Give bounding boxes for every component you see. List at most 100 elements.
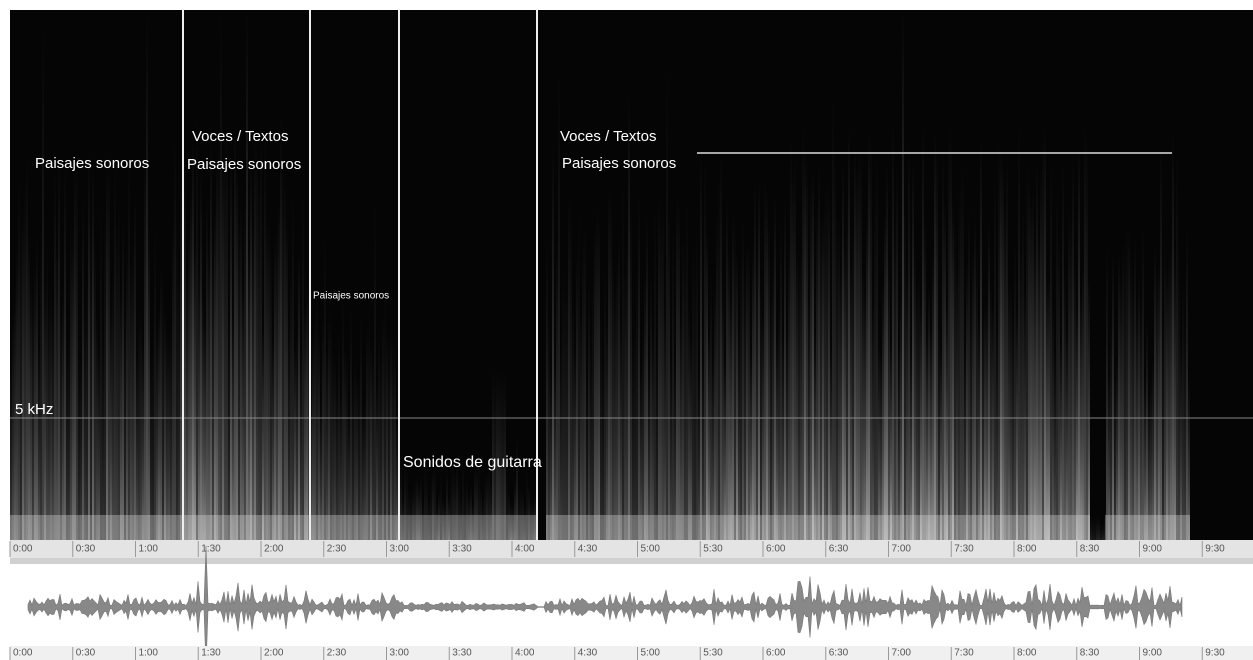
spectrum-streak: [1008, 283, 1010, 540]
spectrum-streak: [1132, 280, 1134, 540]
spectrum-streak: [284, 175, 286, 540]
spectrum-streak: [330, 308, 332, 540]
spectrum-streak: [948, 124, 950, 540]
spectrum-streak: [200, 172, 202, 540]
spectrum-streak: [1070, 212, 1072, 540]
time-tick-label: 9:30: [1205, 544, 1225, 555]
time-tick-label: 5:00: [641, 648, 661, 659]
spectrum-streak: [226, 122, 228, 540]
annotation: Paisajes sonoros: [187, 156, 301, 173]
spectrum-streak: [246, 10, 248, 540]
spectrum-streak: [292, 195, 294, 540]
spectrum-streak: [816, 210, 818, 540]
time-tick-label: 4:30: [578, 648, 598, 659]
spectrum-streak: [228, 319, 230, 540]
spectrum-streak: [578, 209, 580, 540]
spectrum-streak: [744, 274, 746, 540]
spectrum-streak: [808, 292, 810, 540]
spectrum-streak: [1098, 516, 1100, 540]
time-tick-label: 2:00: [264, 648, 284, 659]
spectrum-streak: [16, 241, 18, 540]
spectrum-streak: [1028, 173, 1030, 540]
spectrum-streak: [252, 228, 254, 540]
spectrum-streak: [1170, 245, 1172, 540]
spectrum-streak: [1186, 226, 1188, 540]
spectrum-streak: [850, 262, 852, 540]
time-tick-label: 8:30: [1080, 648, 1100, 659]
annotation: Voces / Textos: [192, 128, 288, 145]
spectrum-streak: [56, 246, 58, 540]
spectrum-streak: [1066, 330, 1068, 540]
spectrum-streak: [334, 353, 336, 540]
spectrum-streak: [854, 145, 856, 540]
spectrum-streak: [918, 271, 920, 540]
time-tick-label: 9:30: [1205, 648, 1225, 659]
spectrum-streak: [642, 328, 644, 540]
spectrum-streak: [750, 351, 752, 540]
spectrum-streak: [970, 294, 972, 540]
spectrum-streak: [222, 152, 224, 540]
spectrum-streak: [176, 204, 178, 540]
spectrum-streak: [780, 219, 782, 540]
spectrum-streak: [102, 336, 104, 540]
spectrum-streak: [862, 269, 864, 540]
spectrum-streak: [848, 128, 850, 540]
spectrum-streak: [390, 330, 392, 540]
spectrum-streak: [1168, 255, 1170, 540]
spectrum-streak: [708, 330, 710, 540]
spectrum-streak: [1004, 203, 1006, 540]
spectrum-streak: [1058, 230, 1060, 540]
spectrum-streak: [1010, 284, 1012, 540]
spectrum-streak: [878, 342, 880, 540]
time-tick-label: 2:30: [327, 648, 347, 659]
spectrum-streak: [146, 12, 148, 540]
spectrum-streak: [244, 198, 246, 540]
spectrum-streak: [670, 356, 672, 540]
spectrum-streak: [78, 358, 80, 540]
low-band: [10, 515, 183, 540]
spectrum-streak: [648, 368, 650, 540]
spectrum-streak: [866, 214, 868, 540]
spectrum-streak: [1092, 516, 1094, 540]
spectrum-streak: [1166, 270, 1168, 540]
spectrum-streak: [260, 122, 262, 540]
annotation: Paisajes sonoros: [313, 291, 389, 302]
spectrum-streak: [604, 264, 606, 540]
spectrum-streak: [322, 315, 324, 540]
spectrum-streak: [210, 140, 212, 540]
time-tick-label: 0:00: [13, 544, 33, 555]
spectrum-streak: [772, 258, 774, 540]
spectrum-streak: [1116, 358, 1118, 540]
frequency-label: 5 kHz: [15, 401, 53, 418]
spectrum-streak: [1114, 371, 1116, 540]
spectrum-streak: [100, 203, 102, 540]
spectrum-streak: [686, 203, 688, 540]
spectrum-streak: [752, 248, 754, 540]
spectrum-streak: [980, 137, 982, 540]
spectrum-streak: [716, 212, 718, 540]
spectrum-streak: [876, 152, 878, 540]
spectrum-streak: [1046, 281, 1048, 540]
spectrum-streak: [596, 208, 598, 540]
spectrum-streak: [254, 142, 256, 540]
spectrum-streak: [318, 330, 320, 540]
spectrum-streak: [636, 266, 638, 540]
spectrum-streak: [800, 251, 802, 540]
spectrum-streak: [26, 157, 28, 540]
spectrum-streak: [46, 247, 48, 540]
spectrum-streak: [940, 349, 942, 540]
spectrum-streak: [148, 228, 150, 540]
spectrum-streak: [738, 331, 740, 540]
spectrum-streak: [746, 243, 748, 540]
spectrum-streak: [798, 263, 800, 540]
time-tick-label: 3:30: [452, 648, 472, 659]
spectrum-streak: [1084, 125, 1086, 540]
spectrum-streak: [966, 262, 968, 540]
spectrum-streak: [632, 337, 634, 540]
time-tick-label: 5:00: [641, 544, 661, 555]
time-tick-label: 1:30: [201, 544, 221, 555]
spectrum-streak: [394, 341, 396, 540]
spectrum-streak: [40, 248, 42, 540]
spectrum-streak: [784, 203, 786, 540]
spectrum-streak: [216, 152, 218, 540]
